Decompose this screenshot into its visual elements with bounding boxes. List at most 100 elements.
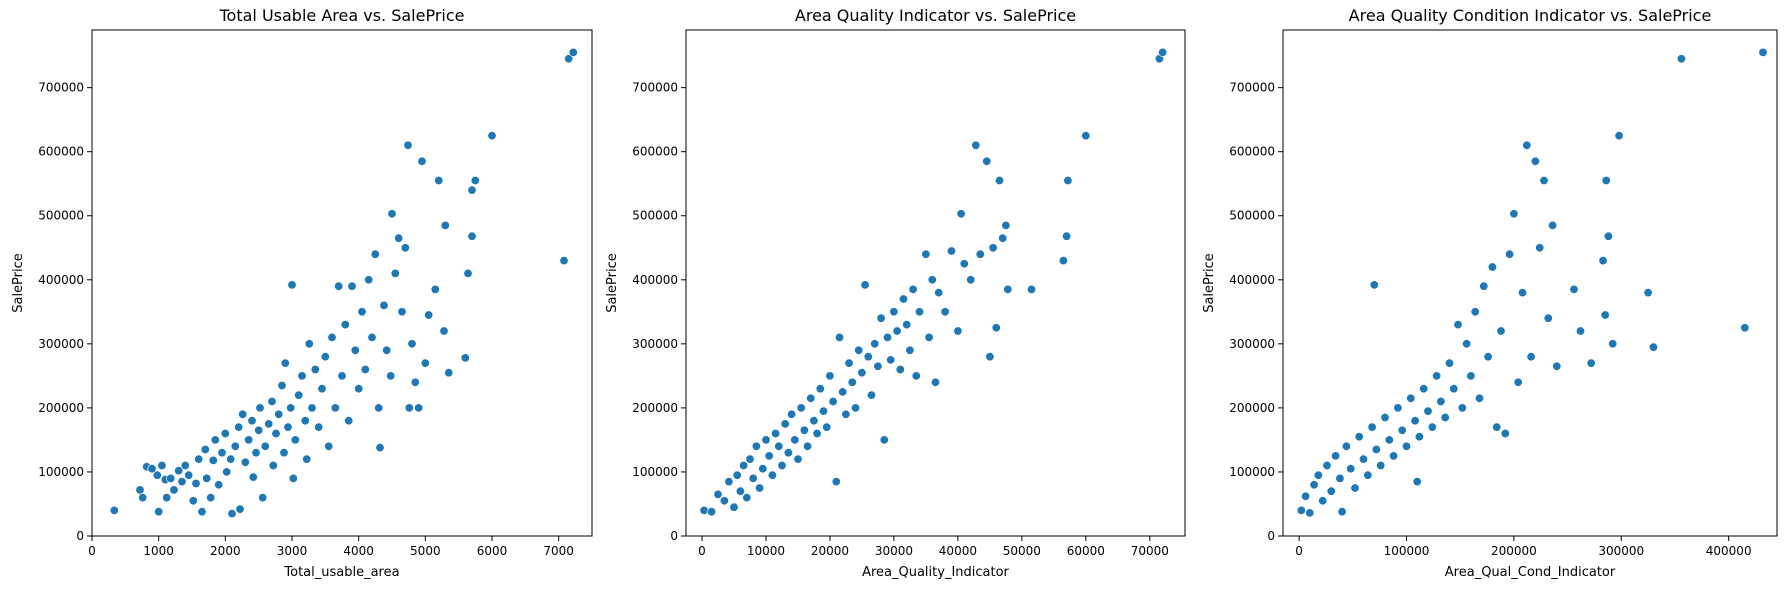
data-point — [724, 477, 734, 487]
data-point — [847, 377, 857, 387]
data-point — [286, 403, 296, 413]
data-point — [1543, 313, 1553, 323]
data-point — [337, 371, 347, 381]
data-point — [1758, 47, 1768, 57]
data-point — [290, 435, 300, 445]
data-point — [758, 464, 768, 474]
data-point — [956, 209, 966, 219]
data-point — [226, 454, 236, 464]
y-tick-label: 400000 — [1229, 273, 1275, 287]
y-tick-label: 100000 — [1229, 465, 1275, 479]
data-point — [1539, 176, 1549, 186]
data-point — [994, 176, 1004, 186]
chart-panel-3: 0 100000 200000 300000 400000 0 100000 200000 30… — [1202, 6, 1778, 580]
data-point — [264, 419, 274, 429]
data-point — [1500, 428, 1510, 438]
data-point — [764, 451, 774, 461]
data-point — [1158, 47, 1168, 57]
data-point — [1449, 384, 1459, 394]
data-point — [844, 358, 854, 368]
x-tick-label: 6000 — [477, 544, 508, 558]
data-point — [390, 268, 400, 278]
data-point — [790, 435, 800, 445]
data-point — [1600, 310, 1610, 320]
data-point — [374, 403, 384, 413]
data-point — [279, 448, 289, 458]
data-point — [1371, 444, 1381, 454]
data-point — [1063, 176, 1073, 186]
data-point — [152, 470, 162, 480]
data-point — [174, 466, 184, 476]
x-tick-label: 20000 — [811, 544, 849, 558]
data-point — [288, 473, 298, 483]
data-point — [831, 477, 841, 487]
data-point — [1440, 412, 1450, 422]
x-tick-label: 7000 — [543, 544, 574, 558]
data-point — [439, 326, 449, 336]
data-point — [863, 352, 873, 362]
data-point — [367, 332, 377, 342]
data-point — [1058, 256, 1068, 266]
data-point — [247, 416, 257, 426]
x-tick-label: 0 — [88, 544, 96, 558]
data-point — [985, 352, 995, 362]
x-axis-label: Total_usable_area — [283, 565, 399, 580]
data-point — [959, 259, 969, 269]
data-point — [283, 422, 293, 432]
data-point — [403, 140, 413, 150]
data-point — [889, 307, 899, 317]
data-point — [1548, 220, 1558, 230]
x-tick-label: 10000 — [747, 544, 785, 558]
data-point — [1676, 54, 1686, 64]
data-point — [1518, 288, 1528, 298]
data-point — [982, 156, 992, 166]
data-point — [1509, 209, 1519, 219]
data-point — [895, 364, 905, 374]
data-point — [1331, 451, 1341, 461]
data-point — [1569, 284, 1579, 294]
data-point — [138, 493, 148, 503]
data-point — [304, 339, 314, 349]
data-point — [154, 507, 164, 517]
data-point — [1740, 323, 1750, 333]
y-tick-label: 500000 — [38, 209, 84, 223]
data-point — [924, 332, 934, 342]
data-point — [699, 505, 709, 515]
data-point — [707, 507, 717, 517]
data-point — [1496, 326, 1506, 336]
data-point — [280, 358, 290, 368]
data-point — [1335, 473, 1345, 483]
data-point — [975, 249, 985, 259]
data-point — [1436, 396, 1446, 406]
data-point — [180, 460, 190, 470]
data-point — [244, 435, 254, 445]
data-point — [208, 455, 218, 465]
y-tick-label: 0 — [670, 529, 678, 543]
data-point — [350, 345, 360, 355]
data-point — [892, 326, 902, 336]
data-point — [334, 281, 344, 291]
data-point — [177, 477, 187, 487]
data-point — [1479, 281, 1489, 291]
data-point — [387, 209, 397, 219]
data-point — [1457, 403, 1467, 413]
data-point — [260, 441, 270, 451]
data-point — [467, 231, 477, 241]
data-point — [1410, 416, 1420, 426]
x-tick-label: 60000 — [1067, 544, 1105, 558]
data-point — [783, 448, 793, 458]
data-point — [1432, 371, 1442, 381]
y-tick-label: 200000 — [38, 401, 84, 415]
data-point — [460, 353, 470, 363]
data-point — [230, 441, 240, 451]
data-point — [966, 275, 976, 285]
data-point — [898, 294, 908, 304]
data-point — [751, 441, 761, 451]
data-point — [882, 332, 892, 342]
data-point — [793, 454, 803, 464]
data-point — [1475, 393, 1485, 403]
y-axis-label: SalePrice — [605, 253, 620, 313]
x-tick-label: 3000 — [277, 544, 308, 558]
data-point — [169, 485, 179, 495]
